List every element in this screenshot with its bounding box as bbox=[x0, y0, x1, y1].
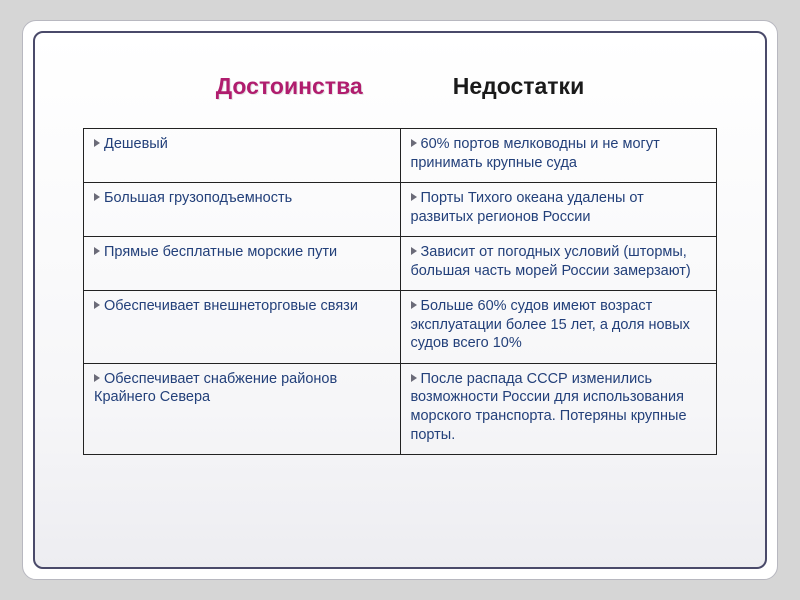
cell-disadvantage: Порты Тихого океана удалены от развитых … bbox=[400, 183, 717, 237]
cell-advantage: Обеспечивает внешнеторговые связи bbox=[84, 291, 401, 364]
chevron-right-icon bbox=[94, 193, 100, 201]
table-row: Дешевый 60% портов мелководны и не могут… bbox=[84, 129, 717, 183]
table-row: Прямые бесплатные морские пути Зависит о… bbox=[84, 237, 717, 291]
table-row: Обеспечивает снабжение районов Крайнего … bbox=[84, 363, 717, 454]
chevron-right-icon bbox=[411, 247, 417, 255]
cell-disadvantage: Зависит от погодных условий (штормы, бол… bbox=[400, 237, 717, 291]
cell-text: Зависит от погодных условий (штормы, бол… bbox=[411, 244, 691, 279]
table-row: Обеспечивает внешнеторговые связи Больше… bbox=[84, 291, 717, 364]
slide-outer-frame: Достоинства Недостатки Дешевый 60% порто… bbox=[22, 20, 778, 580]
chevron-right-icon bbox=[411, 301, 417, 309]
cell-advantage: Обеспечивает снабжение районов Крайнего … bbox=[84, 363, 401, 454]
cell-text: После распада СССР изменились возможност… bbox=[411, 371, 687, 443]
cell-text: Обеспечивает снабжение районов Крайнего … bbox=[94, 371, 337, 406]
title-advantages: Достоинства bbox=[216, 73, 363, 100]
cell-advantage: Дешевый bbox=[84, 129, 401, 183]
chevron-right-icon bbox=[94, 139, 100, 147]
cell-advantage: Большая грузоподъемность bbox=[84, 183, 401, 237]
cell-text: Порты Тихого океана удалены от развитых … bbox=[411, 190, 644, 225]
title-disadvantages: Недостатки bbox=[453, 73, 585, 100]
cell-text: Дешевый bbox=[104, 136, 168, 152]
cell-text: Большая грузоподъемность bbox=[104, 190, 292, 206]
chevron-right-icon bbox=[411, 139, 417, 147]
cell-disadvantage: 60% портов мелководны и не могут принима… bbox=[400, 129, 717, 183]
chevron-right-icon bbox=[94, 247, 100, 255]
slide-inner-frame: Достоинства Недостатки Дешевый 60% порто… bbox=[33, 31, 767, 569]
cell-disadvantage: После распада СССР изменились возможност… bbox=[400, 363, 717, 454]
chevron-right-icon bbox=[411, 374, 417, 382]
cell-advantage: Прямые бесплатные морские пути bbox=[84, 237, 401, 291]
cell-disadvantage: Больше 60% судов имеют возраст эксплуата… bbox=[400, 291, 717, 364]
chevron-right-icon bbox=[411, 193, 417, 201]
cell-text: 60% портов мелководны и не могут принима… bbox=[411, 136, 660, 171]
cell-text: Обеспечивает внешнеторговые связи bbox=[104, 298, 358, 314]
chevron-right-icon bbox=[94, 301, 100, 309]
comparison-table: Дешевый 60% портов мелководны и не могут… bbox=[83, 128, 717, 455]
cell-text: Больше 60% судов имеют возраст эксплуата… bbox=[411, 298, 690, 351]
table-row: Большая грузоподъемность Порты Тихого ок… bbox=[84, 183, 717, 237]
chevron-right-icon bbox=[94, 374, 100, 382]
cell-text: Прямые бесплатные морские пути bbox=[104, 244, 337, 260]
titles-row: Достоинства Недостатки bbox=[83, 73, 717, 100]
